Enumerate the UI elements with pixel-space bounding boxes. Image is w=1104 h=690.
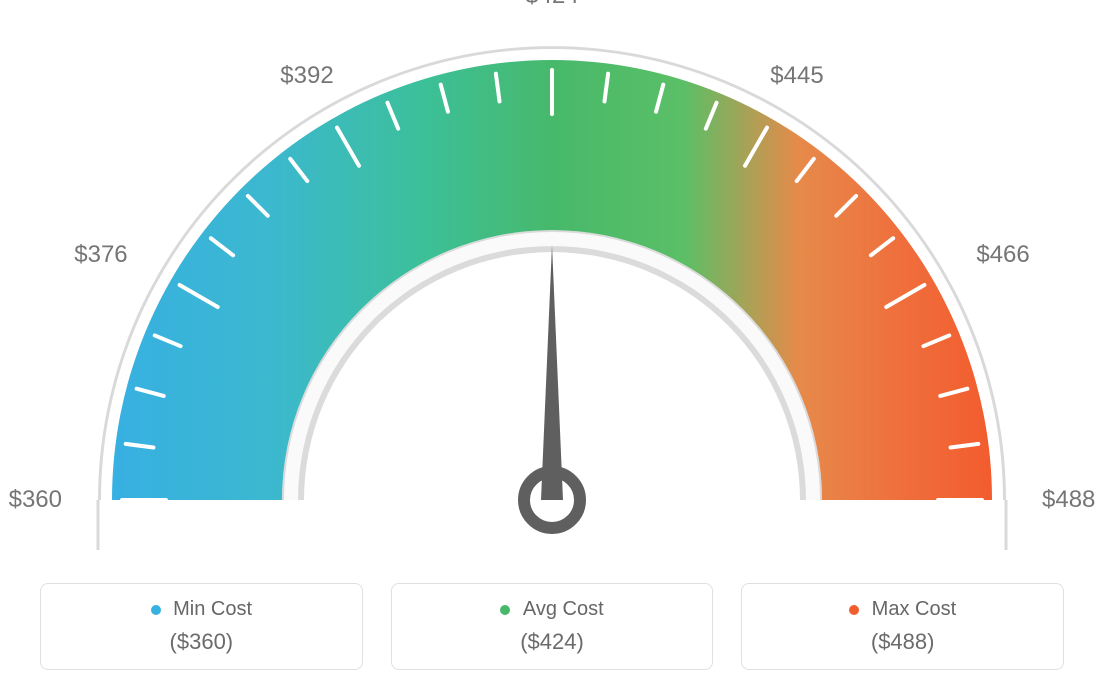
gauge-tick-label: $445 [770,62,823,90]
cost-gauge-widget: $360 $376 $392 $424 $445 $466 $488 Min Cost ($… [0,0,1104,690]
max-cost-title-row: Max Cost [742,598,1063,621]
min-cost-label: Min Cost [173,598,252,620]
avg-cost-title-row: Avg Cost [392,598,713,621]
max-dot-icon [849,605,859,615]
gauge-chart: $360 $376 $392 $424 $445 $466 $488 [0,0,1104,570]
min-cost-title-row: Min Cost [41,598,362,621]
avg-cost-value: ($424) [392,629,713,655]
max-cost-value: ($488) [742,629,1063,655]
avg-dot-icon [500,605,510,615]
gauge-tick-label: $360 [9,486,62,514]
min-cost-value: ($360) [41,629,362,655]
gauge-tick-label: $466 [976,241,1029,269]
avg-cost-card: Avg Cost ($424) [391,583,714,670]
gauge-tick-label: $376 [74,241,127,269]
max-cost-card: Max Cost ($488) [741,583,1064,670]
summary-cards: Min Cost ($360) Avg Cost ($424) Max Cost… [40,583,1064,670]
min-dot-icon [151,605,161,615]
gauge-tick-label: $424 [525,0,578,10]
gauge-tick-label: $392 [280,62,333,90]
avg-cost-label: Avg Cost [523,598,604,620]
gauge-tick-label: $488 [1042,486,1095,514]
max-cost-label: Max Cost [872,598,956,620]
gauge-svg [0,0,1104,570]
min-cost-card: Min Cost ($360) [40,583,363,670]
